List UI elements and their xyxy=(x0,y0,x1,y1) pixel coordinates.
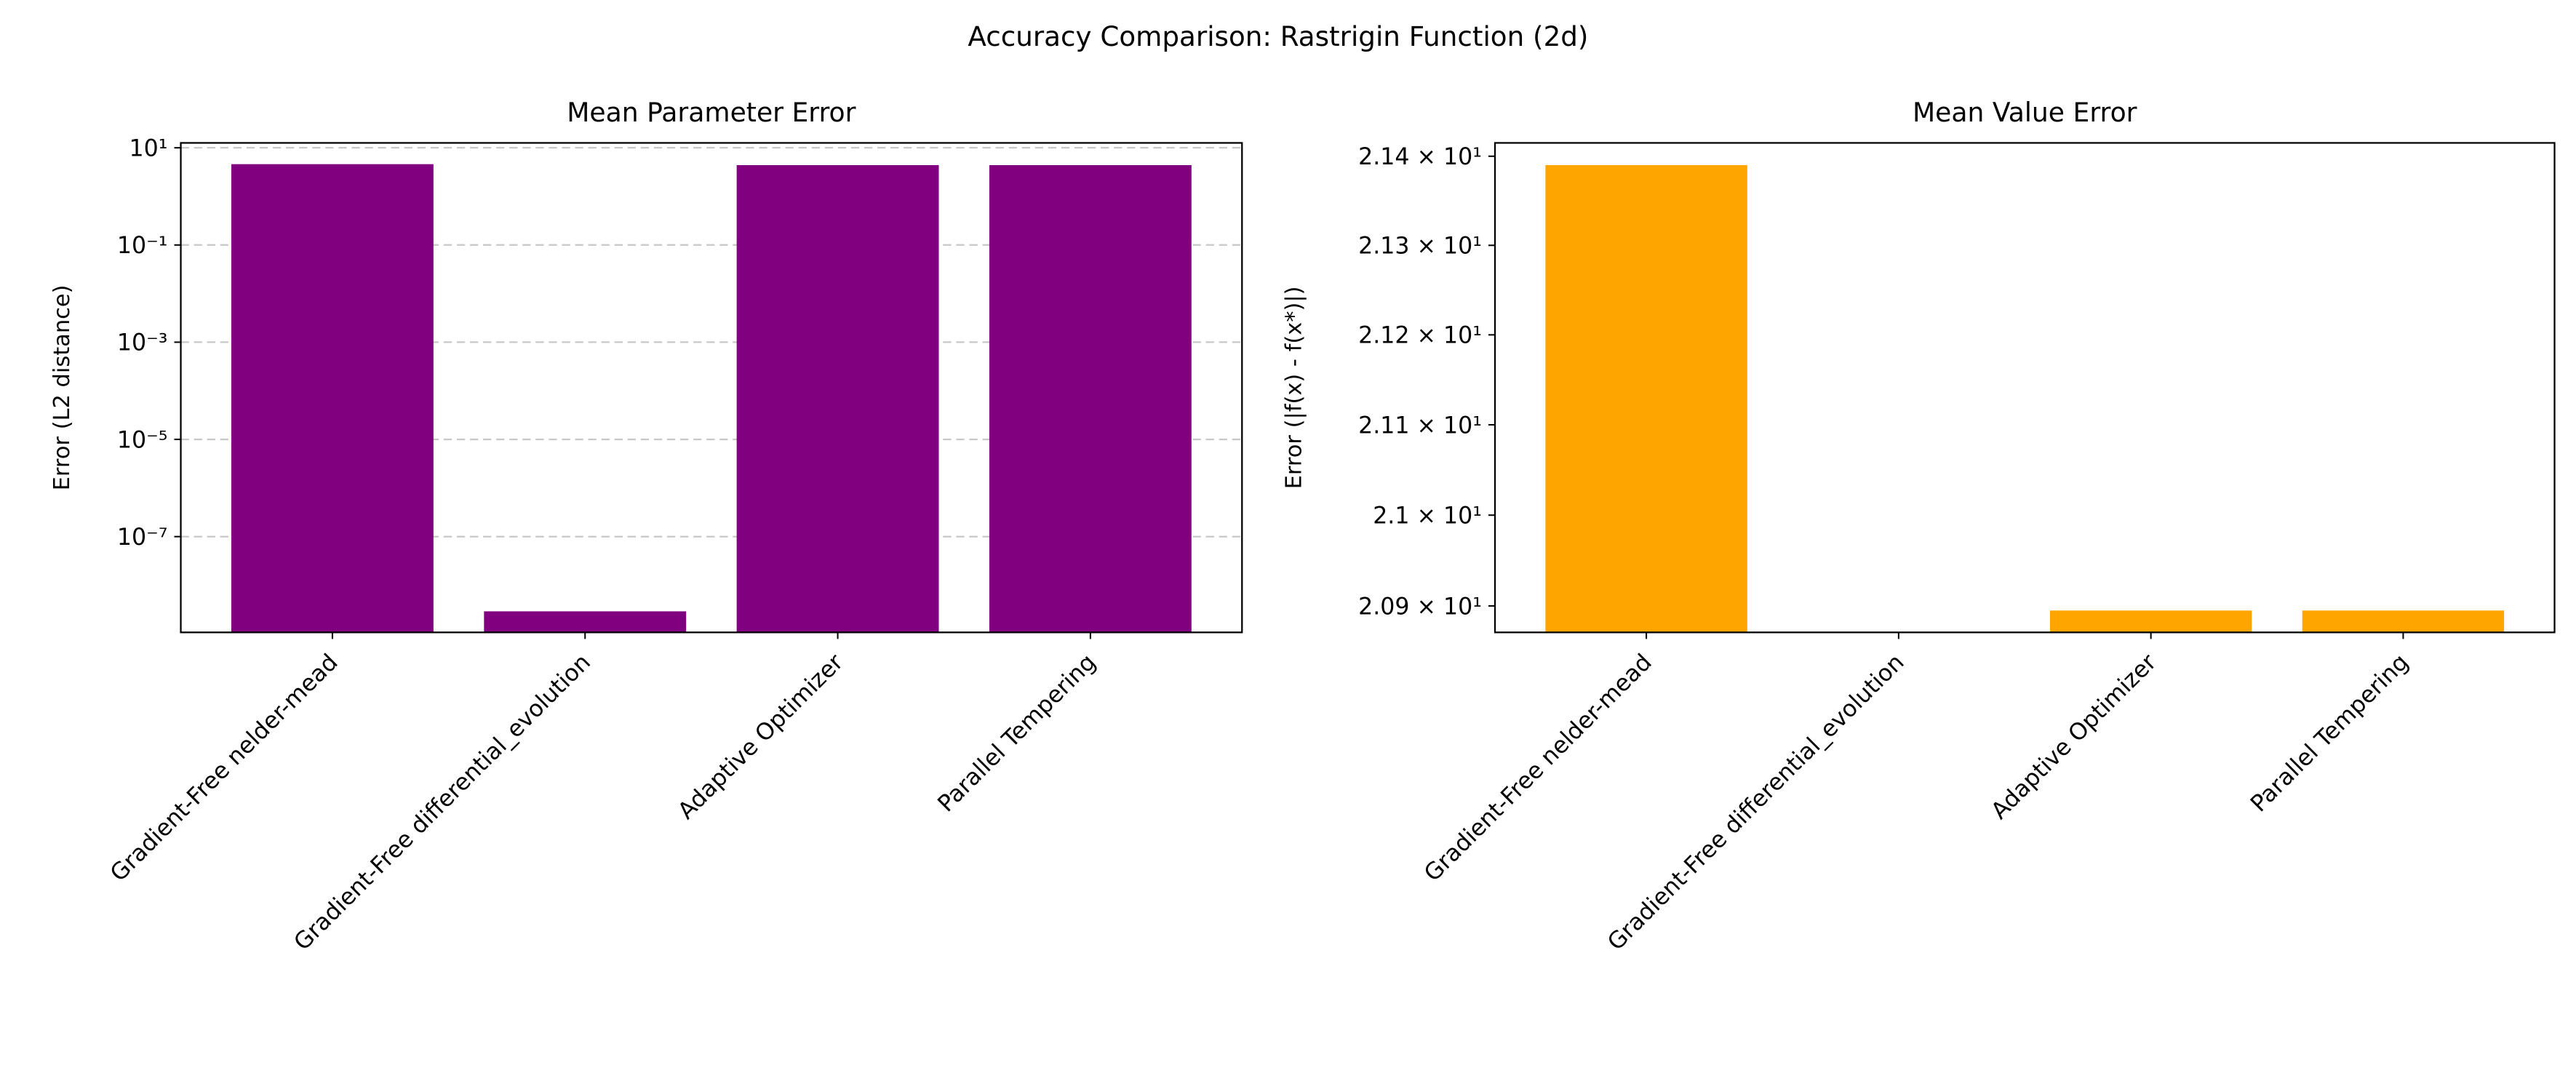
bar xyxy=(989,164,1192,633)
axes-frame xyxy=(180,142,1243,634)
y-tick-label: 10⁻⁵ xyxy=(117,427,168,453)
bar xyxy=(484,611,687,633)
y-axis-label: Error (|f(x) - f(x*)|) xyxy=(1282,286,1307,489)
bar xyxy=(2049,610,2252,633)
x-tick-label: Gradient-Free differential_evolution xyxy=(290,649,596,955)
bar xyxy=(736,164,939,633)
x-tick-label: Gradient-Free nelder-mead xyxy=(105,649,343,887)
figure-title: Accuracy Comparison: Rastrigin Function … xyxy=(968,20,1588,52)
x-tick-label: Adaptive Optimizer xyxy=(1986,649,2161,824)
bar xyxy=(1545,165,1747,633)
bar xyxy=(2302,610,2505,633)
x-tick-label: Gradient-Free nelder-mead xyxy=(1419,649,1657,887)
axes-title: Mean Value Error xyxy=(1913,97,2137,128)
y-axis-label: Error (L2 distance) xyxy=(49,284,75,490)
bars xyxy=(1545,165,2505,1078)
y-tick-label: 10⁻⁷ xyxy=(117,524,168,551)
x-tick-label: Parallel Tempering xyxy=(933,649,1101,817)
y-tick-label: 2.12 × 10¹ xyxy=(1358,323,1482,349)
y-tick-label: 2.09 × 10¹ xyxy=(1358,594,1482,620)
axes-frame xyxy=(1494,142,2556,634)
bar xyxy=(231,164,434,633)
y-tick-label: 2.11 × 10¹ xyxy=(1358,412,1482,439)
y-tick-label: 10⁻³ xyxy=(117,330,168,356)
bars xyxy=(231,164,1192,633)
bar xyxy=(1798,632,1999,1078)
y-tick-label: 2.1 × 10¹ xyxy=(1373,503,1482,530)
axes: Mean Parameter Error Error (L2 distance) 1… xyxy=(49,97,1243,956)
y-tick-label: 10¹ xyxy=(129,135,168,161)
y-tick-label: 10⁻¹ xyxy=(117,233,168,259)
axes: Mean Value Error Error (|f(x) - f(x*)|) 2.… xyxy=(1282,97,2556,1078)
x-tick-label: Adaptive Optimizer xyxy=(673,649,848,824)
y-tick-label: 2.13 × 10¹ xyxy=(1358,233,1482,260)
x-tick-label: Parallel Tempering xyxy=(2246,649,2414,817)
y-tick-label: 2.14 × 10¹ xyxy=(1358,144,1482,170)
x-tick-label: Gradient-Free differential_evolution xyxy=(1603,649,1909,955)
axes-title: Mean Parameter Error xyxy=(567,97,856,128)
